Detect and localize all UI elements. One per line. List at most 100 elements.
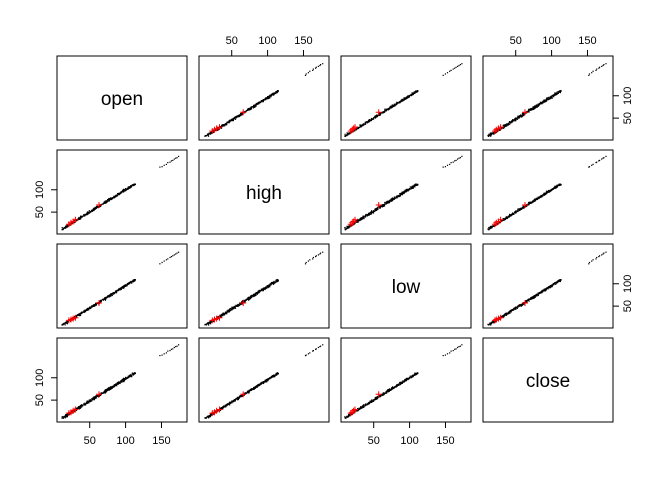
data-point (490, 134, 492, 136)
data-point (505, 217, 507, 220)
data-point (80, 404, 82, 407)
panel-open-high (198, 55, 330, 141)
data-point (232, 118, 235, 120)
data-point (225, 122, 227, 125)
data-point (261, 381, 263, 383)
data-point (397, 195, 399, 197)
data-point (373, 117, 375, 119)
data-point (225, 406, 227, 408)
data-point (415, 90, 417, 92)
data-point (229, 120, 231, 122)
data-point (223, 314, 226, 316)
data-point (226, 404, 228, 406)
data-point (510, 310, 512, 312)
data-point (221, 124, 223, 126)
data-point (500, 315, 503, 318)
data-point (61, 416, 63, 418)
data-point (62, 324, 64, 326)
data-point (374, 208, 376, 210)
data-point (450, 69, 452, 71)
data-point (226, 310, 228, 312)
data-point (546, 192, 548, 194)
data-point (94, 206, 97, 208)
data-point (112, 292, 114, 294)
data-point (86, 309, 88, 311)
data-point (515, 212, 517, 214)
data-point (520, 208, 522, 210)
data-point (357, 127, 359, 129)
data-point (263, 381, 265, 383)
data-point (260, 382, 262, 384)
data-point (109, 296, 111, 298)
data-point (71, 223, 73, 225)
data-point (104, 200, 107, 202)
panel-open-low (340, 55, 472, 141)
data-point (267, 285, 269, 287)
data-point (258, 291, 260, 293)
data-point (78, 406, 80, 408)
data-point (132, 373, 134, 375)
data-point (560, 279, 562, 281)
data-point (269, 285, 271, 287)
data-point (454, 160, 456, 162)
data-point (401, 192, 403, 195)
data-point (395, 196, 397, 199)
data-point (559, 92, 561, 94)
data-point (545, 288, 547, 290)
data-point (81, 216, 83, 218)
data-point (412, 185, 414, 187)
data-point (229, 310, 231, 312)
data-point (122, 190, 124, 192)
data-point (84, 309, 86, 312)
data-point (371, 400, 373, 402)
data-point (493, 133, 495, 135)
data-point (496, 131, 498, 133)
data-point (238, 397, 240, 399)
data-point (226, 121, 228, 124)
data-point (371, 210, 373, 212)
data-point (523, 207, 525, 209)
data-point (598, 256, 600, 258)
data-point (556, 92, 558, 95)
data-point (269, 378, 271, 380)
data-point (270, 376, 272, 378)
data-point (111, 387, 113, 389)
data-point (209, 414, 211, 416)
data-point (111, 198, 113, 200)
data-point (205, 135, 207, 137)
data-point (514, 211, 516, 213)
data-point (390, 106, 392, 109)
data-point (357, 221, 359, 223)
data-point (551, 285, 553, 287)
data-point (402, 99, 404, 101)
data-point (123, 189, 125, 192)
data-point (408, 188, 411, 190)
data-point (488, 229, 490, 231)
data-point (119, 381, 121, 384)
data-point (94, 397, 97, 399)
data-point (131, 184, 133, 186)
data-point (257, 292, 260, 294)
highlight-marker (240, 391, 247, 398)
data-point (546, 97, 548, 99)
variable-label-low: low (392, 277, 421, 298)
data-point (442, 166, 444, 168)
data-point (230, 402, 233, 404)
data-point (599, 255, 601, 257)
highlight-marker (213, 315, 220, 322)
data-point (125, 285, 128, 287)
data-point (556, 281, 558, 283)
data-point (62, 323, 64, 325)
data-point (165, 163, 167, 165)
data-point (362, 218, 364, 220)
data-point (127, 187, 129, 189)
data-point (405, 189, 407, 192)
data-point (110, 388, 112, 390)
data-point (529, 201, 531, 203)
data-point (393, 105, 395, 107)
data-point (346, 135, 348, 137)
data-point (370, 118, 372, 120)
data-point (92, 399, 94, 401)
data-point (405, 188, 407, 190)
data-point (255, 386, 257, 388)
